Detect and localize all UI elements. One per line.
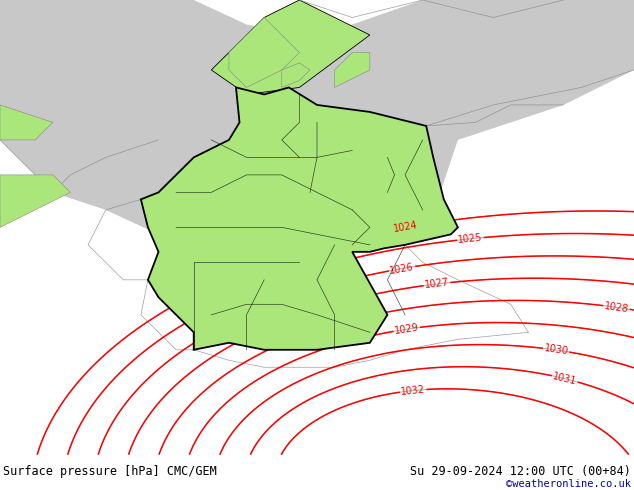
Polygon shape	[229, 18, 299, 87]
Polygon shape	[0, 175, 70, 227]
Text: 1029: 1029	[394, 322, 420, 336]
Text: 1025: 1025	[458, 233, 483, 245]
Polygon shape	[211, 0, 370, 95]
Text: Surface pressure [hPa] CMC/GEM: Surface pressure [hPa] CMC/GEM	[3, 465, 217, 478]
Text: 1030: 1030	[543, 343, 569, 357]
Polygon shape	[0, 105, 53, 140]
Polygon shape	[281, 63, 310, 87]
Polygon shape	[335, 52, 370, 87]
Text: 1026: 1026	[389, 262, 415, 276]
Text: 1032: 1032	[401, 384, 426, 397]
Text: Su 29-09-2024 12:00 UTC (00+84): Su 29-09-2024 12:00 UTC (00+84)	[410, 465, 631, 478]
Text: 1024: 1024	[392, 220, 418, 234]
Polygon shape	[0, 0, 634, 245]
Polygon shape	[141, 87, 458, 350]
Text: ©weatheronline.co.uk: ©weatheronline.co.uk	[506, 479, 631, 490]
Text: 1027: 1027	[424, 277, 450, 291]
Text: 1028: 1028	[604, 301, 630, 314]
Text: 1031: 1031	[552, 371, 578, 387]
